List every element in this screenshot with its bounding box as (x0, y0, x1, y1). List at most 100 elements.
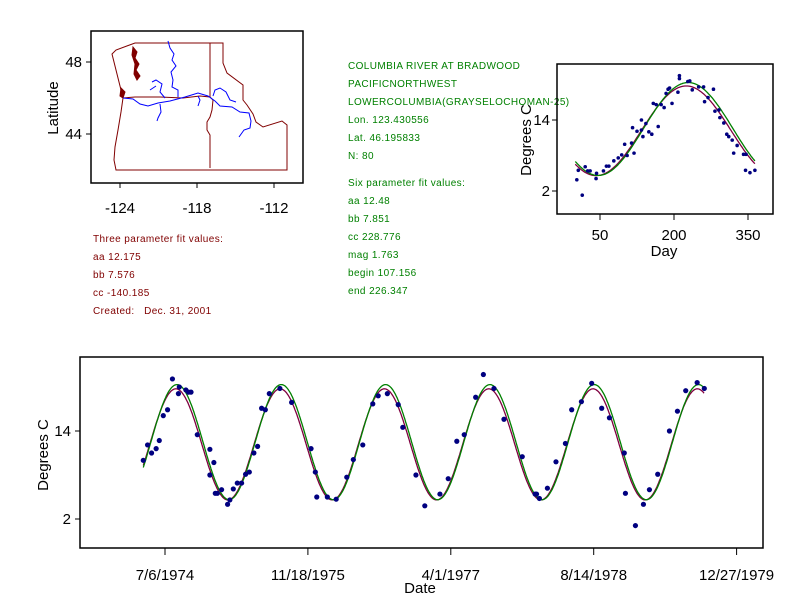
data-point (690, 88, 695, 92)
map-ylabel: Latitude (45, 81, 62, 134)
fit-curve-three-param (574, 85, 756, 177)
seasonal-xlabel: Day (651, 243, 678, 260)
data-point (194, 432, 200, 438)
data-point (491, 385, 497, 392)
data-point (619, 153, 624, 157)
timeseries-xlabel: Date (404, 580, 436, 597)
data-point (731, 151, 736, 155)
three-param-aa: aa 12.175 (93, 252, 141, 263)
data-point (422, 503, 428, 509)
six-param-aa: aa 12.48 (348, 196, 390, 207)
data-point (461, 432, 467, 438)
data-point (519, 454, 525, 460)
data-point (156, 437, 162, 444)
rivers (122, 40, 252, 138)
created-date: Created: Dec. 31, 2001 (93, 306, 212, 317)
data-point (666, 428, 673, 434)
data-point (701, 385, 707, 392)
timeseries-xtick: 12/27/1979 (699, 567, 774, 584)
data-point (594, 171, 599, 176)
data-point (639, 128, 644, 132)
data-point (713, 109, 717, 113)
data-point (730, 138, 735, 142)
station-basin: LOWERCOLUMBIA(GRAYSELOCHOMAN-25) (348, 97, 570, 108)
data-point (676, 90, 680, 94)
data-point (454, 438, 460, 444)
data-point (622, 490, 629, 496)
data-point (687, 79, 692, 83)
timeseries-frame (79, 356, 764, 549)
data-point (536, 495, 542, 502)
data-point (160, 413, 166, 419)
data-point (625, 153, 629, 158)
data-point (207, 472, 213, 478)
timeseries-ytick: 14 (54, 423, 71, 440)
data-point (333, 496, 339, 502)
data-point (437, 491, 443, 497)
map-frame (90, 30, 304, 184)
three-param-bb: bb 7.576 (93, 270, 135, 281)
data-point (632, 522, 639, 529)
data-point (308, 445, 314, 452)
data-point (350, 456, 356, 463)
data-point (370, 401, 376, 407)
seasonal-frame (556, 63, 774, 215)
data-point (677, 76, 682, 81)
data-point (395, 402, 401, 408)
data-point (683, 388, 689, 394)
data-point (589, 380, 595, 386)
seasonal-xtick: 200 (661, 227, 686, 244)
data-point (576, 168, 581, 173)
six-param-mag: mag 1.763 (348, 250, 399, 261)
data-point (629, 141, 634, 145)
lon-tick-112: -112 (260, 200, 289, 217)
data-point (207, 446, 213, 452)
data-point (588, 169, 592, 173)
data-point (575, 177, 579, 182)
data-point (654, 102, 659, 107)
data-point (266, 391, 272, 397)
data-point (711, 87, 716, 92)
data-point (230, 486, 236, 492)
fit-curve-six-param (574, 81, 756, 177)
station-region: PACIFICNORTHWEST (348, 79, 457, 90)
lon-tick-118: -118 (183, 200, 212, 217)
three-param-heading: Three parameter fit values: (93, 234, 223, 245)
data-point (218, 487, 225, 493)
data-point (622, 142, 627, 147)
data-point (148, 450, 155, 456)
data-point (630, 125, 635, 130)
data-point (312, 469, 318, 475)
data-point (701, 85, 706, 89)
data-point (234, 480, 240, 486)
timeseries-xtick: 4/1/1977 (422, 567, 480, 584)
data-point (718, 115, 722, 120)
lat-tick-48: 48 (65, 54, 82, 71)
data-point (639, 118, 644, 122)
map-axes (86, 61, 303, 188)
seasonal-xtick: 50 (592, 227, 609, 244)
data-point (562, 440, 569, 447)
data-point (375, 393, 381, 399)
data-point (640, 501, 647, 507)
data-point (473, 394, 479, 400)
data-point (254, 443, 261, 449)
data-point (655, 471, 661, 477)
timeseries-xtick: 11/18/1975 (271, 567, 345, 584)
fit-curve-three-param (142, 388, 705, 501)
data-point (724, 132, 729, 137)
timeseries-xtick: 8/14/1978 (560, 567, 627, 584)
data-point (659, 102, 663, 107)
data-point (262, 407, 268, 413)
data-point (632, 151, 636, 155)
seasonal-ylabel: Degrees C (518, 104, 535, 176)
data-point (413, 472, 419, 478)
six-param-begin: begin 107.156 (348, 268, 417, 279)
data-point (578, 399, 585, 405)
location-map: 48 44 -124 -118 -112 Latitude (45, 30, 304, 217)
data-point (175, 391, 182, 397)
data-point (594, 176, 598, 181)
data-point (607, 164, 611, 168)
six-param-cc: cc 228.776 (348, 232, 401, 243)
